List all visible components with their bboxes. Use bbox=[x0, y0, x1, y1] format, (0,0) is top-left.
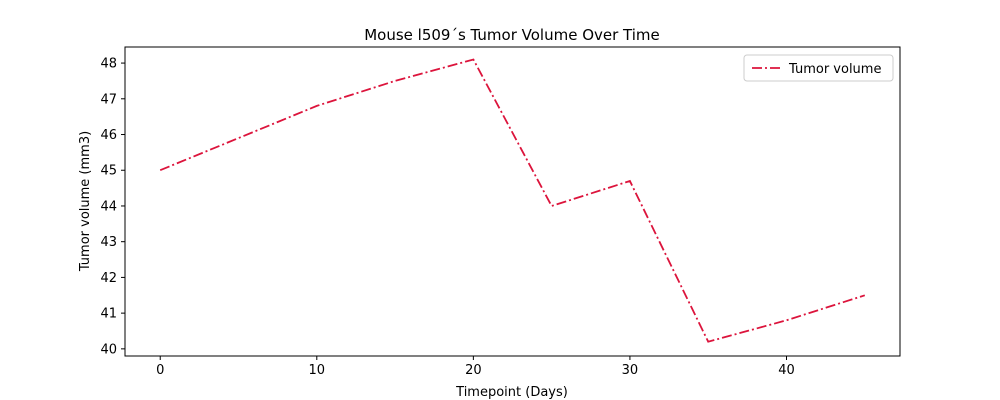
y-tick-label: 43 bbox=[100, 235, 117, 250]
data-point bbox=[394, 80, 396, 82]
y-tick-label: 46 bbox=[100, 128, 117, 143]
legend-label-tumor-volume: Tumor volume bbox=[788, 62, 881, 77]
legend-box bbox=[743, 54, 894, 82]
y-tick-label: 41 bbox=[100, 307, 117, 322]
data-point bbox=[316, 105, 318, 107]
data-point bbox=[472, 58, 474, 60]
x-tick-label: 10 bbox=[309, 363, 326, 378]
x-tick-label: 40 bbox=[778, 363, 795, 378]
plot-area bbox=[124, 46, 901, 357]
series-line-tumor-volume bbox=[159, 58, 866, 343]
data-point bbox=[237, 137, 239, 139]
y-tick-label: 48 bbox=[100, 57, 117, 72]
data-point bbox=[629, 180, 631, 182]
data-point bbox=[785, 319, 787, 321]
data-point bbox=[707, 341, 709, 343]
y-tick-label: 45 bbox=[100, 164, 117, 179]
data-point bbox=[159, 169, 161, 171]
y-axis: 40 41 42 43 44 45 46 47 48 bbox=[100, 57, 125, 357]
y-tick-label: 40 bbox=[100, 342, 117, 357]
x-tick-label: 0 bbox=[156, 363, 164, 378]
x-tick-label: 20 bbox=[465, 363, 482, 378]
plot-frame bbox=[124, 46, 901, 357]
x-axis-label: Timepoint (Days) bbox=[455, 385, 568, 400]
data-point bbox=[864, 294, 866, 296]
x-axis: 0 10 20 30 40 bbox=[156, 356, 795, 378]
series-layer bbox=[159, 58, 866, 343]
legend: Tumor volume bbox=[743, 54, 894, 82]
chart-title: Mouse l509´s Tumor Volume Over Time bbox=[364, 26, 660, 44]
data-point bbox=[550, 205, 552, 207]
y-axis-label: Tumor volume (mm3) bbox=[78, 131, 93, 272]
y-tick-label: 47 bbox=[100, 92, 117, 107]
y-tick-label: 42 bbox=[100, 271, 117, 286]
x-tick-label: 30 bbox=[622, 363, 639, 378]
y-tick-label: 44 bbox=[100, 199, 117, 214]
